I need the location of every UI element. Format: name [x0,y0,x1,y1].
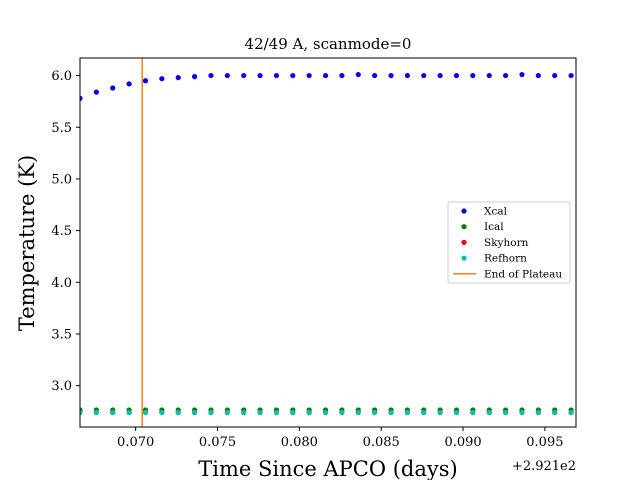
x-tick-label: 0.070 [117,435,154,450]
point-refhorn-22 [437,409,443,416]
legend-marker-skyhorn [461,239,467,245]
point-xcal-20 [404,72,410,79]
point-xcal-11 [257,72,263,79]
plot-frame [79,57,577,428]
y-tick-label: 5.5 [51,121,72,136]
legend: Xcal Ical Skyhorn Refhorn End of Plateau [447,201,571,284]
point-xcal-30 [568,72,574,79]
point-refhorn-21 [421,409,427,416]
point-xcal-0 [80,95,83,101]
point-xcal-29 [552,72,558,79]
point-xcal-10 [241,72,247,79]
point-refhorn-12 [273,409,280,416]
chart-title: 42/49 A, scanmode=0 [245,35,412,53]
point-xcal-22 [437,72,443,79]
point-refhorn-7 [191,409,198,416]
y-tick-label: 5.0 [51,172,72,187]
point-refhorn-15 [322,409,329,416]
point-xcal-6 [175,75,181,81]
point-xcal-26 [503,72,509,79]
y-axis-label: Temperature (K) [15,155,39,331]
point-refhorn-29 [552,409,558,416]
point-refhorn-0 [80,409,83,416]
point-refhorn-9 [224,409,230,416]
point-xcal-9 [224,72,230,79]
point-refhorn-20 [404,409,410,416]
y-tick-label: 4.5 [51,224,72,239]
point-refhorn-23 [453,409,460,416]
point-xcal-7 [191,74,198,80]
point-xcal-27 [519,71,525,78]
x-tick-label: 0.085 [363,435,400,450]
point-refhorn-1 [93,409,99,416]
point-refhorn-13 [290,409,296,416]
x-tick-label: 0.095 [526,435,563,450]
point-refhorn-6 [175,409,181,416]
legend-label-refhorn: Refhorn [484,253,527,265]
y-tick-label: 3.0 [51,379,72,394]
point-refhorn-28 [535,409,541,416]
point-xcal-3 [126,81,132,87]
point-refhorn-16 [339,409,345,416]
point-xcal-12 [273,72,280,79]
legend-label-skyhorn: Skyhorn [484,237,529,249]
point-refhorn-10 [241,409,247,416]
point-refhorn-3 [126,409,132,416]
point-xcal-17 [355,71,361,78]
legend-label-ical: Ical [484,221,504,233]
point-xcal-16 [339,72,345,79]
point-refhorn-27 [519,409,525,416]
legend-label-xcal: Xcal [484,206,508,218]
point-refhorn-26 [503,409,509,416]
point-xcal-1 [93,89,99,95]
legend-marker-ical [461,224,467,230]
point-refhorn-5 [159,409,165,416]
point-xcal-18 [372,72,378,79]
point-refhorn-14 [306,409,312,416]
point-refhorn-30 [568,409,574,416]
point-refhorn-2 [110,409,116,416]
point-xcal-23 [453,72,460,79]
point-xcal-2 [110,85,116,91]
point-xcal-8 [208,72,214,79]
x-tick-label: 0.090 [444,435,481,450]
y-tick-label: 4.0 [51,276,72,291]
point-refhorn-25 [486,409,492,416]
legend-box [447,201,571,284]
point-refhorn-17 [355,409,361,416]
point-refhorn-8 [208,409,214,416]
legend-marker-xcal [461,208,467,214]
point-xcal-5 [159,76,165,82]
x-tick-label: 0.080 [281,435,318,450]
y-tick-label: 6.0 [51,69,72,84]
point-xcal-14 [306,72,312,79]
point-refhorn-18 [372,409,378,416]
point-xcal-25 [486,72,492,79]
point-xcal-4 [142,78,149,84]
x-tick-label: 0.075 [199,435,236,450]
point-refhorn-19 [388,409,394,416]
point-xcal-21 [421,72,427,79]
point-refhorn-24 [470,409,476,416]
point-xcal-15 [322,72,329,79]
point-xcal-28 [535,72,541,79]
x-offset-label: +2.921e2 [512,459,576,474]
legend-marker-refhorn [461,255,467,261]
x-axis-label: Time Since APCO (days) [198,457,457,480]
point-xcal-13 [290,72,296,79]
point-xcal-24 [470,72,476,79]
point-refhorn-11 [257,409,263,416]
point-refhorn-4 [142,409,149,416]
legend-label-end-of-plateau: End of Plateau [484,268,562,280]
y-tick-label: 3.5 [51,327,72,342]
point-xcal-19 [388,72,394,79]
